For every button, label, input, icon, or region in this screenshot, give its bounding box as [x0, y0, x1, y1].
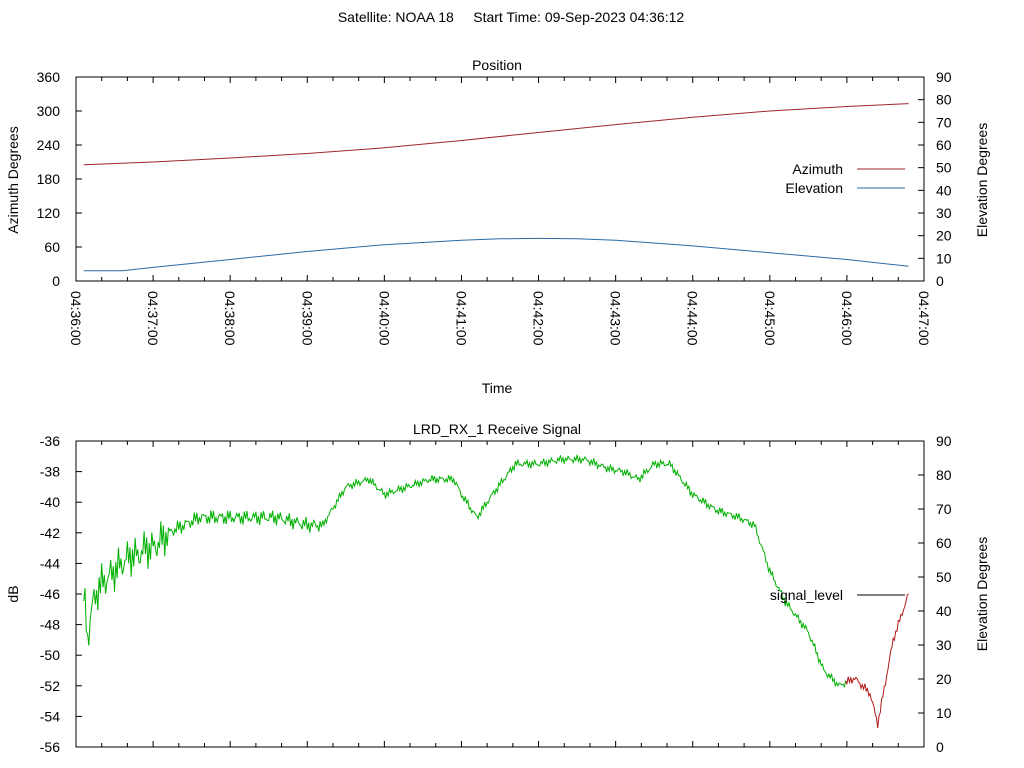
signal-y2-axis-label: Elevation Degrees: [974, 537, 990, 651]
y-tick-label: -42: [40, 525, 60, 541]
y2-tick-label: 90: [936, 69, 952, 85]
y-tick-label: 0: [52, 273, 60, 289]
y-tick-label: 360: [37, 69, 61, 85]
legend-label-signal-level: signal_level: [770, 587, 843, 603]
series-line-azimuth: [83, 103, 909, 166]
y2-tick-label: 10: [936, 705, 952, 721]
series-line-elevation: [83, 237, 909, 272]
y-tick-label: -54: [40, 708, 60, 724]
y2-tick-label: 0: [936, 739, 944, 755]
y2-tick-label: 40: [936, 603, 952, 619]
x-tick-label: 04:39:00: [299, 291, 315, 346]
y-tick-label: 120: [37, 205, 61, 221]
y2-tick-label: 80: [936, 467, 952, 483]
y-tick-label: -44: [40, 555, 60, 571]
y2-tick-label: 80: [936, 92, 952, 108]
y-tick-label: -48: [40, 617, 60, 633]
y2-tick-label: 50: [936, 569, 952, 585]
x-tick-label: 04:40:00: [376, 291, 392, 346]
x-tick-label: 04:37:00: [145, 291, 161, 346]
signal-chart: LRD_RX_1 Receive Signal -36 -38 -40 -42 -44 -…: [5, 421, 990, 755]
y-tick-label: -56: [40, 739, 60, 755]
position-chart: Position 0 60 120 180 240 300 360 0 10 20 30 40 50 60…: [5, 57, 990, 396]
y2-tick-label: 30: [936, 637, 952, 653]
y-tick-label: 240: [37, 137, 61, 153]
signal-legend: signal_level: [770, 587, 905, 603]
y-tick-label: -52: [40, 678, 60, 694]
y-tick-label: 60: [44, 239, 60, 255]
y2-tick-label: 90: [936, 433, 952, 449]
position-y2-axis-label: Elevation Degrees: [974, 123, 990, 237]
x-tick-label: 04:45:00: [762, 291, 778, 346]
position-y-axis-label: Azimuth Degrees: [5, 126, 21, 233]
y-tick-label: 300: [37, 103, 61, 119]
y-tick-label: -38: [40, 464, 60, 480]
y-tick-label: 180: [37, 171, 61, 187]
y2-tick-label: 20: [936, 671, 952, 687]
y2-tick-label: 0: [936, 273, 944, 289]
position-chart-title: Position: [472, 57, 522, 73]
y2-tick-label: 50: [936, 160, 952, 176]
legend-label-azimuth: Azimuth: [792, 161, 843, 177]
y2-tick-label: 60: [936, 535, 952, 551]
x-tick-label: 04:36:00: [68, 291, 84, 346]
x-tick-label: 04:43:00: [608, 291, 624, 346]
x-tick-label: 04:44:00: [685, 291, 701, 346]
x-tick-label: 04:42:00: [531, 291, 547, 346]
y2-tick-label: 70: [936, 114, 952, 130]
signal-chart-title: LRD_RX_1 Receive Signal: [413, 421, 581, 437]
y-tick-label: -40: [40, 494, 60, 510]
page-title: Satellite: NOAA 18 Start Time: 09-Sep-20…: [338, 9, 685, 25]
x-tick-label: 04:46:00: [839, 291, 855, 346]
y2-tick-label: 20: [936, 228, 952, 244]
y-tick-label: -36: [40, 433, 60, 449]
series-line-signal-level: [83, 454, 848, 689]
y2-tick-label: 60: [936, 137, 952, 153]
y2-tick-label: 40: [936, 182, 952, 198]
y2-tick-label: 70: [936, 501, 952, 517]
y2-tick-label: 30: [936, 205, 952, 221]
x-tick-label: 04:38:00: [222, 291, 238, 346]
signal-y-axis-label: dB: [5, 585, 21, 602]
y-tick-label: -46: [40, 586, 60, 602]
position-legend: Azimuth Elevation: [785, 161, 905, 196]
x-tick-label: 04:47:00: [916, 291, 932, 346]
y-tick-label: -50: [40, 647, 60, 663]
x-tick-label: 04:41:00: [453, 291, 469, 346]
position-plot-frame: [75, 76, 925, 282]
y2-tick-label: 10: [936, 250, 952, 266]
series-line-signal-level-low: [845, 593, 909, 729]
position-x-axis-label: Time: [482, 380, 513, 396]
legend-label-elevation: Elevation: [785, 180, 843, 196]
